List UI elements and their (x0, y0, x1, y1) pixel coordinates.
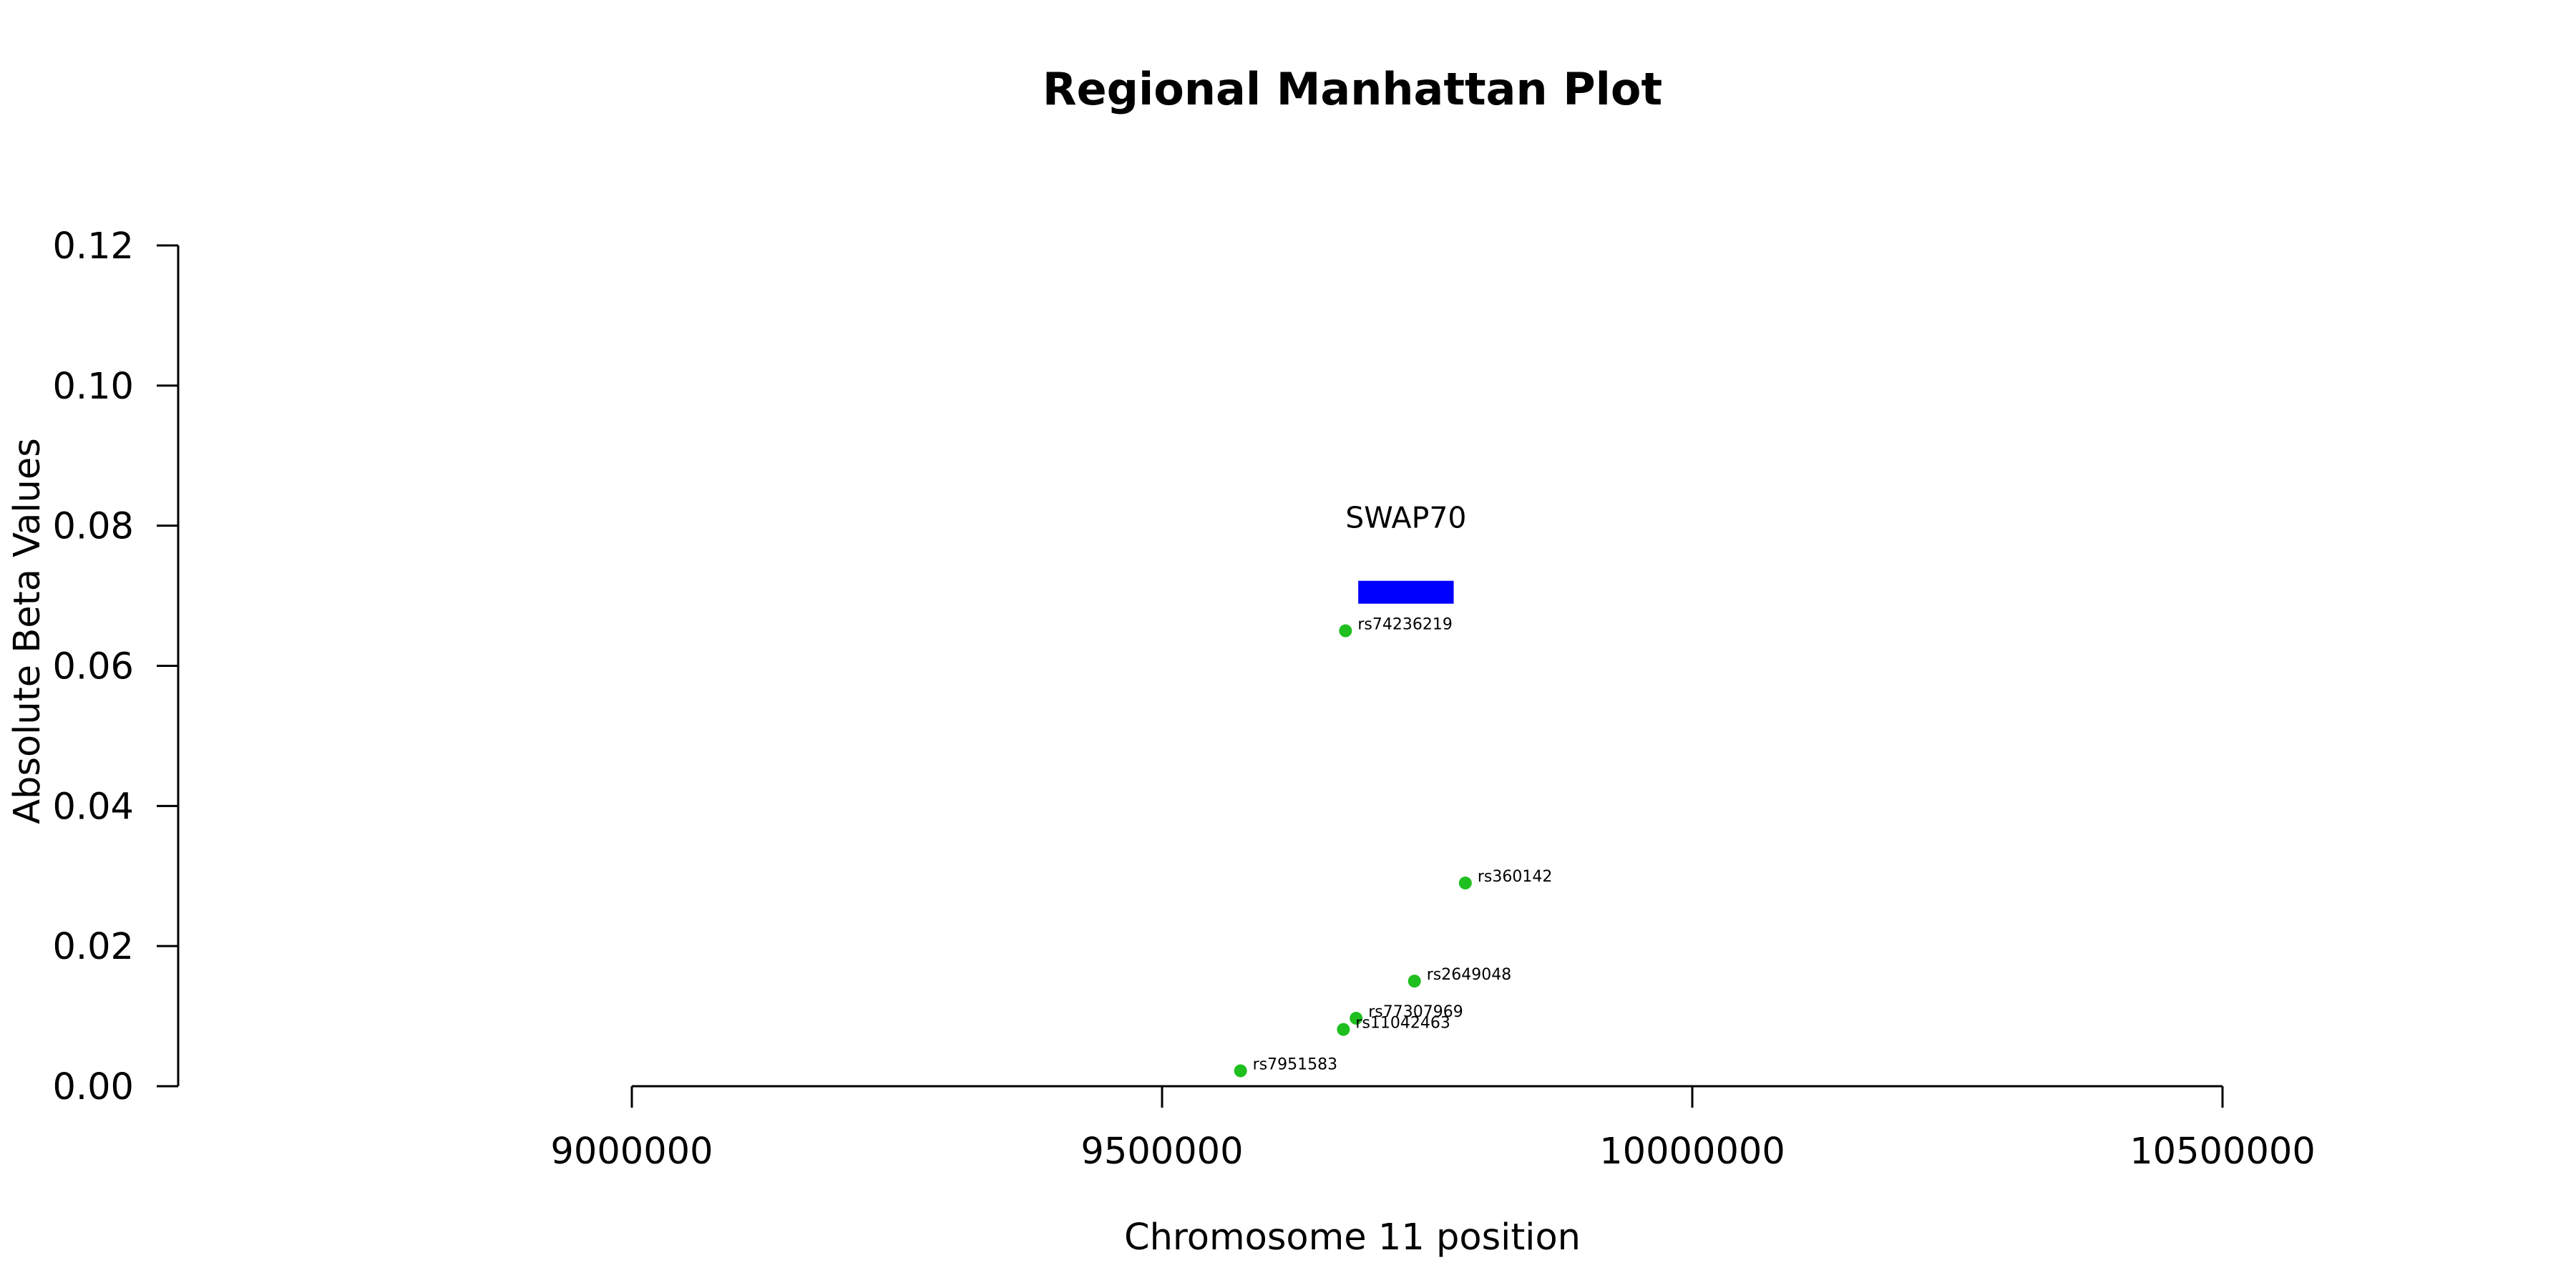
snp-point (1337, 1023, 1350, 1036)
snp-points: rs74236219 rs360142 rs2649048 rs77307969rs1… (1234, 616, 1553, 1078)
y-tick-label: 0.02 (52, 926, 134, 968)
y-axis-title: Absolute Beta Values (6, 438, 49, 824)
snp-label: rs360142 (1478, 868, 1553, 886)
x-tick-label: 9500000 (1080, 1131, 1243, 1173)
x-tick-label: 9000000 (550, 1131, 713, 1173)
y-tick-label: 0.12 (52, 225, 134, 268)
y-tick-label: 0.10 (52, 366, 134, 408)
y-tick-label: 0.06 (52, 646, 134, 688)
chart-title: Regional Manhattan Plot (1043, 63, 1662, 115)
x-axis-title: Chromosome 11 position (1124, 1216, 1581, 1259)
snp-point (1350, 1012, 1363, 1025)
snp-point (1407, 975, 1421, 988)
snp-point (1339, 624, 1352, 638)
snp-label: rs2649048 (1427, 966, 1511, 984)
snp-label: rs74236219 (1357, 616, 1452, 634)
gene-label: SWAP70 (1345, 501, 1466, 535)
x-tick-label: 10500000 (2129, 1131, 2316, 1173)
snp-label: rs7951583 (1253, 1055, 1338, 1073)
y-tick-label: 0.04 (52, 786, 134, 828)
gene-track: SWAP70 (1345, 501, 1466, 604)
y-axis: 0.00 0.02 0.04 0.06 0.08 0.10 0.12 (52, 225, 180, 1108)
y-tick-label: 0.08 (52, 506, 134, 548)
snp-label: rs11042463 (1355, 1015, 1450, 1033)
y-tick-label: 0.00 (52, 1066, 134, 1108)
snp-label: rs77307969 (1368, 1003, 1463, 1021)
snp-point (1234, 1064, 1247, 1078)
x-axis: 9000000 9500000 10000000 10500000 (550, 1085, 2316, 1173)
gene-bar (1358, 580, 1454, 604)
snp-point (1458, 877, 1472, 890)
x-tick-label: 10000000 (1599, 1131, 1785, 1173)
